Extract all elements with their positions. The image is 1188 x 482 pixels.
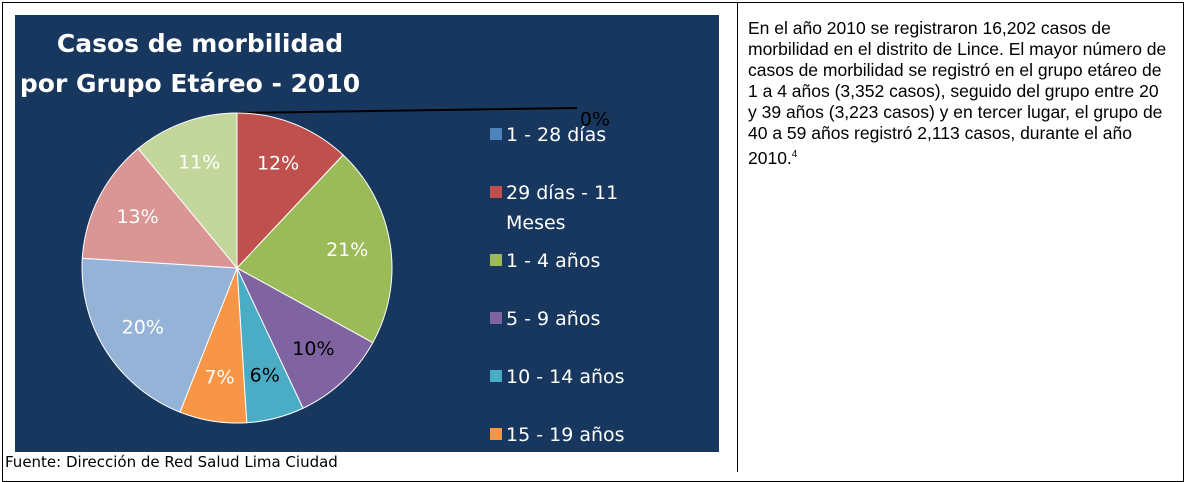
legend-swatch [490,370,502,382]
legend-label: 15 - 19 años [506,424,625,446]
data-label: 10% [292,338,334,360]
data-label: 0% [580,109,610,131]
legend-item: 5 - 9 años [490,304,680,334]
cell-divider [737,2,738,472]
legend-label: 1 - 4 años [506,250,601,272]
pie-slice [81,147,239,269]
legend-swatch [490,186,502,198]
data-label: 11% [178,151,220,173]
legend-item: 29 días - 11 Meses [490,178,680,238]
chart: Casos de morbilidad por Grupo Etáreo - 2… [15,15,719,452]
legend-swatch [490,254,502,266]
legend-item: 15 - 19 años [490,420,680,450]
pie-slice [236,112,344,270]
legend-label: 1 - 28 días [506,124,607,146]
paragraph: En el año 2010 se registraron 16,202 cas… [748,18,1168,169]
data-label: 6% [250,365,280,387]
data-label: 7% [204,367,234,389]
data-label: 20% [122,316,164,338]
pie-slice [81,257,238,413]
data-label: 12% [257,153,299,175]
legend-item: 10 - 14 años [490,362,680,392]
legend-label: 10 - 14 años [506,366,625,388]
legend-swatch [490,428,502,440]
legend-label: 29 días - 11 Meses [506,182,619,234]
paragraph-text: En el año 2010 se registraron 16,202 cas… [748,18,1167,168]
legend-item: 1 - 4 años [490,246,680,276]
data-label: 13% [116,206,158,228]
chart-subtitle: por Grupo Etáreo - 2010 [20,69,360,98]
data-label: 21% [326,239,368,261]
legend-item: 1 - 28 días [490,120,680,150]
footnote-ref: 4 [791,149,798,160]
pie-slice [235,266,374,409]
chart-title: Casos de morbilidad [57,29,343,58]
leader-line [236,107,578,114]
legend-swatch [490,128,502,140]
pie-slice [236,154,393,344]
pie-slice [137,112,238,270]
legend-label: 5 - 9 años [506,308,601,330]
source: Fuente: Dirección de Red Salud Lima Ciud… [5,453,338,471]
legend-swatch [490,312,502,324]
